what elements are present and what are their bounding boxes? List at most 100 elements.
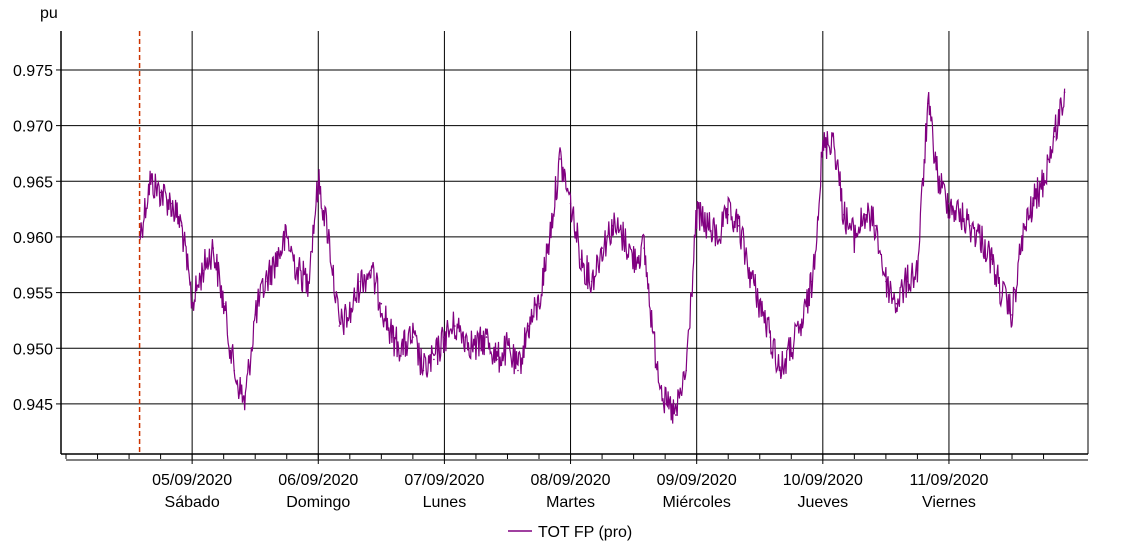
series-point-32 — [475, 347, 477, 350]
legend-label-tot-fp-pro: TOT FP (pro) — [538, 524, 632, 541]
series-point-68 — [853, 236, 856, 238]
series-point-23 — [380, 302, 383, 305]
series-point-16 — [307, 280, 309, 283]
y-tick-label-0: 0.945 — [13, 397, 53, 414]
series-point-27 — [422, 369, 425, 372]
series-point-42 — [580, 258, 582, 261]
x-tick-day-3: Martes — [546, 494, 595, 511]
series-point-24 — [391, 336, 393, 338]
series-point-76 — [937, 180, 940, 183]
series-point-53 — [695, 213, 698, 216]
x-tick-labels: 05/09/2020 Sábado 06/09/2020 Domingo 07/09/2… — [152, 454, 988, 511]
series-point-69 — [864, 213, 866, 216]
series-point-50 — [664, 403, 666, 405]
x-tick-date-1: 06/09/2020 — [278, 472, 358, 489]
series-point-73 — [906, 280, 908, 283]
series-point-63 — [801, 325, 803, 327]
series-point-25 — [401, 347, 404, 350]
series-point-61 — [780, 369, 782, 372]
series-point-45 — [611, 225, 614, 227]
series-point-60 — [769, 336, 772, 338]
plot-area — [61, 31, 1088, 454]
series-point-66 — [832, 136, 835, 138]
series-point-56 — [727, 213, 729, 216]
series-point-47 — [632, 258, 635, 261]
series-point-88 — [1063, 91, 1066, 93]
series-point-75 — [927, 102, 929, 105]
series-point-10 — [243, 403, 246, 405]
series-point-26 — [412, 336, 414, 338]
y-axis-unit-label: pu — [40, 5, 58, 22]
x-tick-date-3: 08/09/2020 — [531, 472, 611, 489]
series-point-17 — [317, 180, 320, 183]
series-point-51 — [674, 414, 677, 416]
series-point-38 — [538, 302, 540, 305]
series-point-31 — [464, 336, 467, 338]
series-point-65 — [822, 147, 824, 149]
series-point-21 — [359, 280, 362, 283]
y-tick-labels: 0.945 0.950 0.955 0.960 0.965 0.970 0.975 — [13, 63, 61, 414]
series-point-35 — [506, 347, 509, 350]
series-point-86 — [1042, 180, 1045, 183]
y-tick-label-3: 0.960 — [13, 230, 53, 247]
series-group — [138, 88, 1066, 424]
series-point-78 — [958, 213, 961, 216]
series-point-59 — [758, 302, 761, 305]
series-point-71 — [885, 280, 887, 283]
x-tick-day-6: Viernes — [922, 494, 976, 511]
series-point-58 — [748, 269, 750, 272]
series-point-9 — [233, 369, 235, 372]
x-tick-day-5: Jueves — [797, 494, 848, 511]
series-point-8 — [222, 302, 225, 305]
x-minor-ticks — [65, 454, 1045, 459]
series-point-6 — [201, 269, 204, 272]
series-point-7 — [212, 247, 214, 249]
series-point-30 — [454, 325, 456, 327]
series-point-34 — [496, 358, 498, 361]
series-point-83 — [1011, 314, 1013, 316]
series-point-28 — [433, 358, 435, 361]
x-tick-date-0: 05/09/2020 — [152, 472, 232, 489]
series-point-64 — [811, 280, 814, 283]
series-point-46 — [622, 236, 624, 238]
series-point-40 — [559, 158, 561, 160]
series-point-0 — [138, 236, 141, 238]
series-point-39 — [548, 236, 551, 238]
series-line-0 — [139, 88, 1066, 424]
series-point-48 — [643, 247, 645, 249]
series-point-67 — [843, 213, 845, 216]
series-point-52 — [685, 369, 687, 372]
x-tick-date-6: 11/09/2020 — [910, 472, 989, 489]
series-point-77 — [948, 202, 950, 205]
series-point-1 — [149, 180, 151, 183]
x-gridlines — [191, 31, 950, 454]
series-point-15 — [296, 269, 299, 272]
series-point-57 — [737, 225, 740, 227]
series-point-87 — [1053, 136, 1055, 138]
series-point-22 — [370, 269, 372, 272]
legend: TOT FP (pro) — [508, 524, 632, 541]
series-point-80 — [979, 236, 982, 238]
series-point-85 — [1032, 202, 1034, 205]
series-point-43 — [590, 280, 593, 283]
x-tick-date-2: 07/09/2020 — [404, 472, 484, 489]
series-point-20 — [349, 314, 351, 316]
series-point-2 — [159, 191, 162, 194]
series-point-12 — [264, 280, 267, 283]
series-point-13 — [275, 258, 278, 261]
series-point-82 — [1000, 291, 1003, 294]
series-point-74 — [916, 269, 919, 272]
series-point-70 — [874, 225, 877, 227]
series-point-84 — [1021, 236, 1024, 238]
x-tick-date-4: 09/09/2020 — [657, 472, 737, 489]
series-point-3 — [170, 202, 172, 205]
series-point-72 — [895, 302, 898, 305]
x-tick-day-1: Domingo — [286, 494, 350, 511]
series-point-11 — [254, 314, 256, 316]
series-point-37 — [527, 325, 530, 327]
series-point-18 — [328, 236, 330, 238]
series-point-41 — [569, 202, 572, 205]
series-point-54 — [706, 225, 708, 227]
y-tick-label-1: 0.950 — [13, 341, 53, 358]
